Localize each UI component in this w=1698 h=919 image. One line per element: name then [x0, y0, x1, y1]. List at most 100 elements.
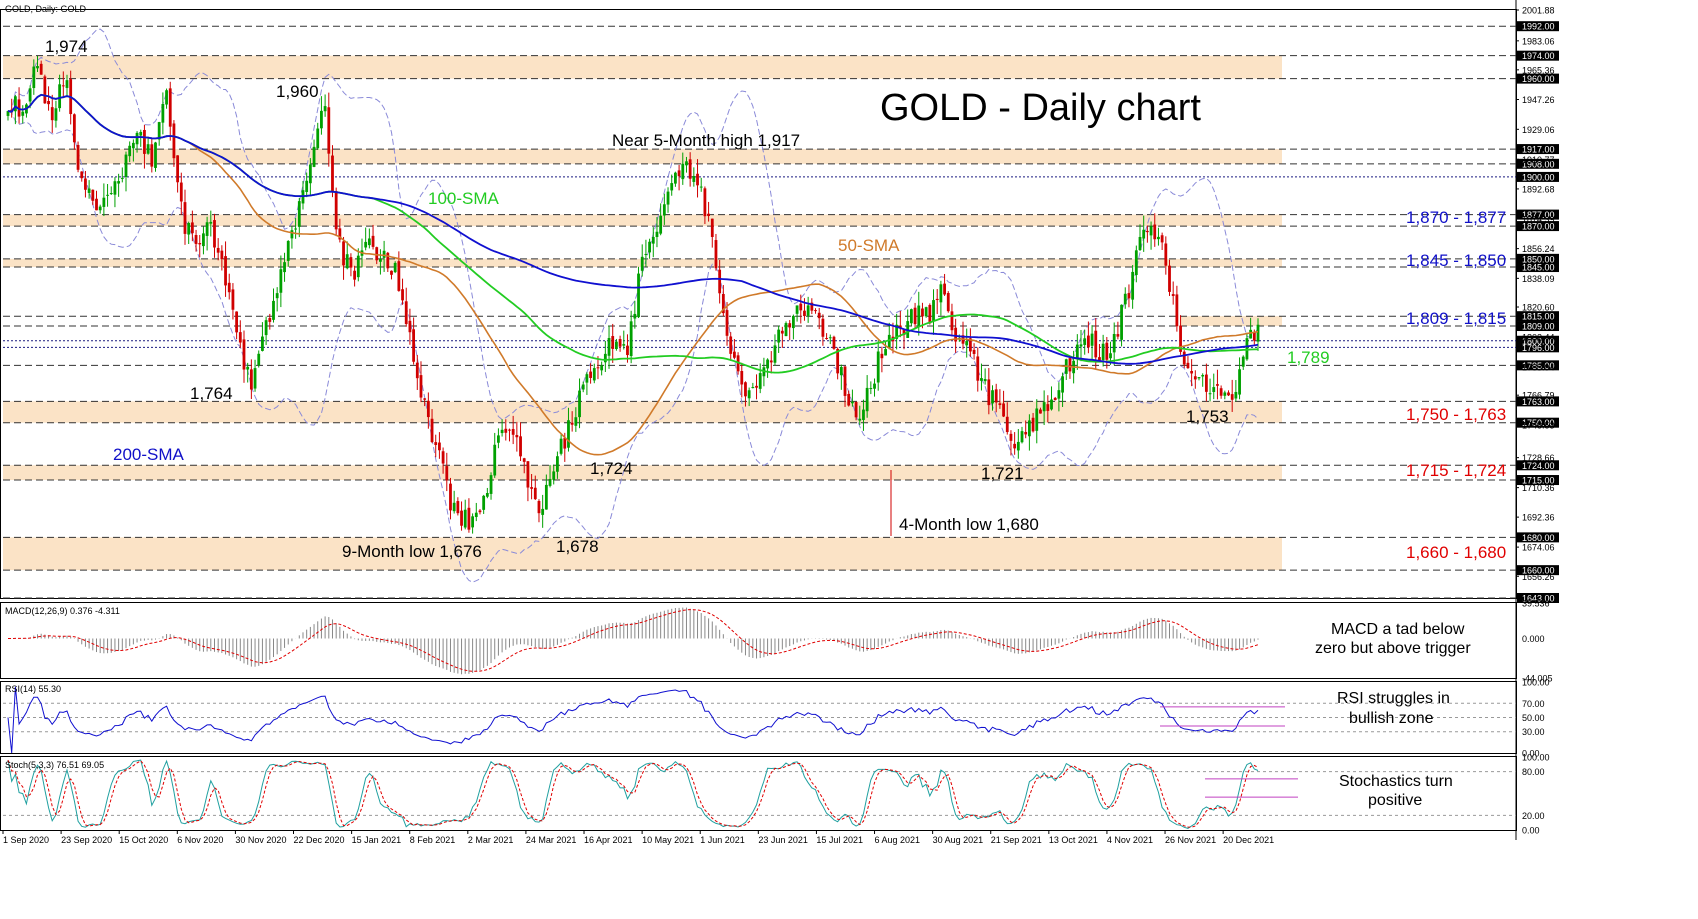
rsi-note-line2: bullish zone — [1349, 710, 1434, 727]
candle-body — [1245, 338, 1249, 360]
level-tag-11: 1809.00 — [1522, 322, 1555, 332]
xtick-label-18: 13 Oct 2021 — [1049, 835, 1098, 845]
level-tag-6: 1877.00 — [1522, 210, 1555, 220]
level-tag-bg-10 — [1517, 311, 1559, 322]
candle-body — [544, 484, 548, 510]
candle-body — [268, 318, 272, 322]
main-ytick-label-6: 1892.68 — [1522, 184, 1555, 194]
rsi-ytick-0: 100.00 — [1522, 678, 1550, 688]
annotation-sma50-label: 50-SMA — [838, 236, 900, 255]
xtick-label-1: 23 Sep 2020 — [61, 835, 112, 845]
macd-header: MACD(12,26,9) 0.376 -4.311 — [5, 606, 120, 616]
candle-body — [227, 282, 231, 293]
candle-body — [205, 222, 209, 236]
main-ytick-label-16: 1710.36 — [1522, 483, 1555, 493]
level-tag-bg-11 — [1517, 321, 1559, 332]
candle-body — [1238, 369, 1241, 395]
candle-body — [1042, 402, 1046, 412]
main-ytick-label-4: 1929.06 — [1522, 125, 1555, 135]
candle-body — [1157, 236, 1160, 240]
candle-body — [943, 283, 946, 295]
candle-body — [338, 228, 342, 240]
candle-body — [1175, 294, 1179, 327]
rsi-header: RSI(14) 55.30 — [5, 684, 61, 694]
candle-body — [633, 313, 637, 319]
candle-body — [1193, 376, 1197, 380]
chart-title: GOLD - Daily chart — [880, 87, 1201, 129]
candle-body — [1142, 229, 1146, 239]
xtick-label-14: 15 Jul 2021 — [816, 835, 863, 845]
level-tag-3: 1917.00 — [1522, 145, 1555, 155]
candle-body — [1005, 416, 1009, 433]
level-tag-20: 1660.00 — [1522, 566, 1555, 576]
candle-body — [983, 379, 987, 382]
candle-body — [261, 336, 264, 351]
candle-body — [80, 171, 84, 179]
candle-body — [898, 325, 902, 329]
candle-body — [143, 129, 146, 154]
candle-body — [862, 409, 865, 420]
candle-body — [235, 311, 239, 333]
candle-body — [6, 111, 10, 116]
candle-body — [393, 262, 397, 273]
candle-body — [43, 76, 47, 104]
candle-body — [950, 311, 954, 331]
candle-body — [766, 359, 769, 369]
stoch-header: Stoch(5,3,3) 76.51 69.05 — [5, 760, 104, 770]
main-ytick-label-18: 1674.06 — [1522, 543, 1555, 553]
candle-body — [375, 247, 379, 261]
candle-body — [733, 351, 736, 358]
candle-body — [932, 300, 935, 321]
candle-body — [1116, 334, 1120, 337]
candle-body — [640, 256, 644, 271]
candle-body — [390, 270, 393, 275]
candle-body — [150, 144, 154, 167]
candle-body — [61, 85, 65, 87]
candle-body — [1075, 344, 1079, 359]
candle-body — [1061, 376, 1064, 393]
stoch-note-line1: Stochastics turn — [1339, 773, 1453, 790]
candle-body — [401, 289, 404, 301]
candle-body — [788, 323, 792, 328]
candle-body — [1020, 431, 1024, 443]
candle-body — [744, 382, 747, 397]
candle-body — [1123, 293, 1127, 305]
candle-body — [135, 132, 139, 145]
main-ytick-label-3: 1947.26 — [1522, 95, 1555, 105]
candle-body — [935, 298, 939, 301]
level-tag-bg-6 — [1517, 209, 1559, 220]
candle-body — [814, 310, 817, 312]
candle-body — [1149, 226, 1153, 236]
candle-body — [1027, 420, 1031, 437]
level-tag-15: 1763.00 — [1522, 397, 1555, 407]
candle-body — [1024, 431, 1028, 435]
zone-0 — [3, 55, 1282, 79]
candle-body — [677, 170, 681, 177]
candle-body — [1120, 304, 1123, 340]
candle-body — [1109, 353, 1112, 359]
candle-body — [659, 215, 663, 234]
candle-body — [445, 466, 449, 481]
candle-body — [909, 309, 913, 324]
main-ytick-label-9: 1838.09 — [1522, 274, 1555, 284]
level-tag-bg-18 — [1517, 475, 1559, 486]
level-tag-bg-20 — [1517, 565, 1559, 576]
zone-partial — [1180, 316, 1282, 327]
candle-body — [873, 383, 876, 389]
candle-body — [353, 270, 357, 280]
annotation-a1724: 1,724 — [590, 459, 633, 478]
candle-body — [884, 349, 887, 356]
candle-body — [655, 231, 659, 238]
main-ytick-label-8: 1856.24 — [1522, 244, 1555, 254]
candle-body — [345, 254, 349, 269]
xtick-label-8: 2 Mar 2021 — [468, 835, 514, 845]
candle-body — [648, 241, 651, 253]
candle-body — [895, 324, 899, 339]
candle-body — [91, 189, 95, 201]
candle-body — [637, 273, 640, 318]
candle-body — [556, 456, 559, 472]
stoch-ytick-3: 0.00 — [1522, 826, 1540, 836]
candle-body — [39, 63, 43, 75]
candle-body — [880, 353, 884, 359]
